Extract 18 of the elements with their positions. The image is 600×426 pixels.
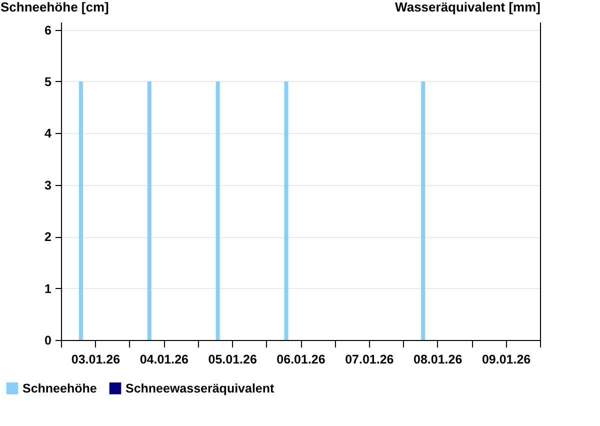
y2-axis-title: Wasseräquivalent [mm]	[395, 0, 540, 14]
x-tick-label: 03.01.26	[71, 352, 120, 366]
y-tick-label: 0	[44, 334, 52, 348]
y-tick-label: 5	[44, 74, 52, 89]
y-tick-label: 4	[44, 126, 52, 141]
y-axis-title: Schneehöhe [cm]	[0, 0, 109, 14]
x-tick-label: 07.01.26	[345, 352, 394, 366]
x-tick-label: 04.01.26	[140, 352, 189, 366]
y-tick-label: 2	[44, 230, 52, 244]
x-tick-label: 08.01.26	[414, 352, 462, 366]
y-tick-label: 3	[44, 178, 52, 192]
legend-label: Schneehöhe	[22, 381, 97, 396]
legend-label: Schneewasseräquivalent	[126, 381, 276, 396]
x-tick-label: 09.01.26	[482, 352, 531, 366]
x-tick-label: 06.01.26	[276, 352, 326, 366]
y-tick-label: 1	[44, 282, 52, 296]
x-tick-label: 05.01.26	[208, 352, 257, 366]
y-tick-label: 6	[44, 23, 52, 38]
